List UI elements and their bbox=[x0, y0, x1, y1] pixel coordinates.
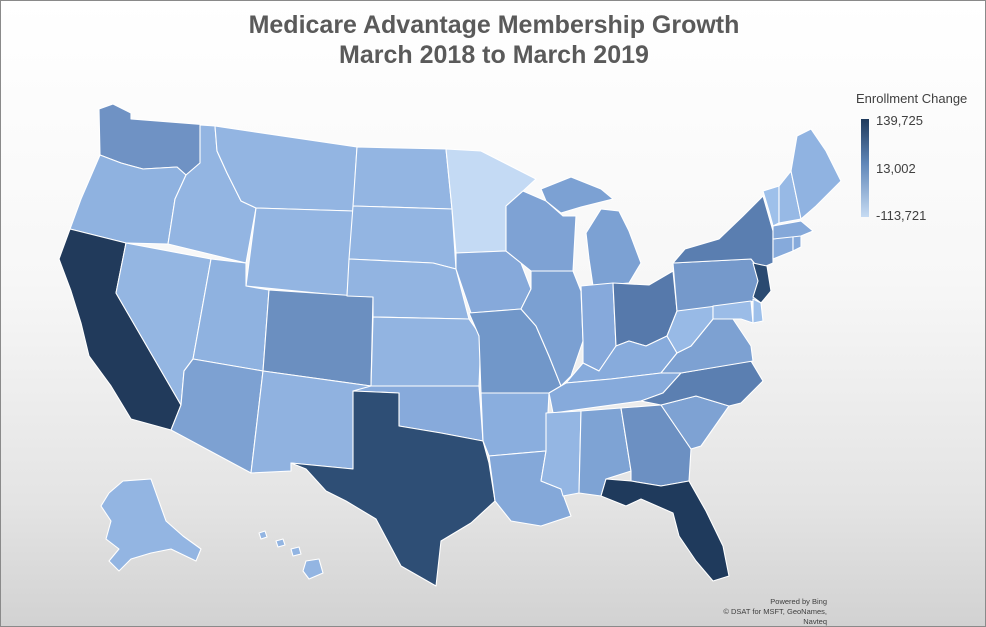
map-credits: Powered by Bing © DSAT for MSFT, GeoName… bbox=[701, 597, 827, 626]
state-new-york bbox=[672, 195, 774, 270]
legend-min-label: -113,721 bbox=[876, 208, 927, 223]
state-vermont bbox=[762, 185, 780, 227]
state-connecticut bbox=[772, 235, 794, 260]
state-maryland bbox=[712, 300, 754, 324]
state-wyoming bbox=[245, 207, 354, 297]
legend-max-label: 139,725 bbox=[876, 113, 923, 128]
title-line-1: Medicare Advantage Membership Growth bbox=[248, 11, 740, 39]
state-rhode-island bbox=[792, 235, 802, 252]
state-mississippi bbox=[540, 410, 582, 497]
powered-by-text: Powered by Bing bbox=[770, 597, 827, 606]
state-texas bbox=[290, 390, 496, 587]
legend-mid-label: 13,002 bbox=[876, 161, 916, 176]
attribution-text: © DSAT for MSFT, GeoNames, Navteq bbox=[723, 607, 827, 626]
state-florida bbox=[600, 478, 730, 582]
state-oregon bbox=[69, 154, 187, 245]
title-line-2: March 2018 to March 2019 bbox=[339, 41, 649, 69]
legend-color-scale bbox=[861, 119, 869, 217]
state-kansas bbox=[370, 316, 482, 387]
state-maine bbox=[790, 128, 842, 220]
state-massachusetts bbox=[772, 220, 814, 240]
state-arizona bbox=[170, 358, 264, 474]
map-title: Medicare Advantage Membership Growth Mar… bbox=[1, 10, 985, 70]
state-arkansas bbox=[480, 392, 550, 457]
state-colorado bbox=[262, 289, 374, 387]
state-north-carolina bbox=[640, 360, 764, 407]
state-alaska bbox=[100, 478, 202, 572]
legend-title: Enrollment Change bbox=[856, 91, 968, 106]
state-delaware bbox=[752, 298, 764, 324]
state-michigan bbox=[540, 176, 642, 287]
state-north-dakota bbox=[352, 146, 453, 210]
state-wisconsin bbox=[505, 190, 577, 272]
state-hawaii bbox=[258, 530, 324, 580]
